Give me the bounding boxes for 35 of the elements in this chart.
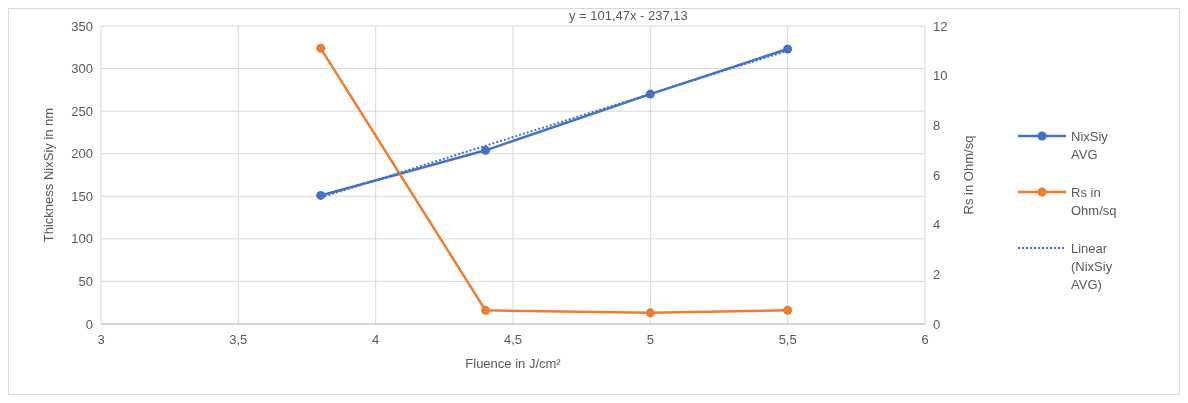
x-tick-label: 5,5 — [778, 332, 797, 347]
y-tick-label: 100 — [71, 231, 93, 247]
y-tick-label: 50 — [78, 273, 93, 289]
y2-tick-label: 4 — [933, 217, 941, 233]
legend-label: Linear (NixSiy AVG) — [1071, 240, 1113, 292]
point — [481, 145, 491, 155]
y-tick-label: 200 — [71, 146, 93, 162]
x-tick-label: 4,5 — [503, 332, 523, 347]
y2-tick-label: 0 — [933, 316, 941, 332]
point — [316, 43, 326, 53]
x-tick-label: 5 — [646, 332, 654, 347]
x-tick-label: 6 — [921, 332, 929, 347]
legend-label: NixSiy AVG — [1071, 128, 1109, 162]
y-tick-label: 0 — [85, 316, 93, 332]
legend-label: Rs in Ohm/sq — [1071, 184, 1117, 218]
y-tick-label: 150 — [71, 188, 93, 204]
x-tick-label: 3 — [97, 332, 105, 347]
point — [783, 305, 793, 315]
y2-tick-label: 10 — [933, 68, 948, 84]
y2-tick-label: 2 — [933, 266, 941, 282]
y-axis-title: Thickness NixSiy in nm — [41, 107, 56, 243]
text: y = 101,47x - 237,13 — [568, 8, 688, 23]
y2-tick-label: 8 — [933, 117, 941, 133]
y-tick-label: 250 — [71, 103, 93, 119]
x-tick-label: 4 — [372, 332, 380, 347]
x-tick-label: 3,5 — [229, 332, 248, 347]
point — [645, 308, 655, 318]
y2-tick-label: 6 — [933, 167, 941, 183]
x-axis-title: Fluence in J/cm² — [465, 356, 562, 371]
y-tick-label: 350 — [71, 18, 93, 34]
point — [481, 305, 491, 315]
y-tick-label: 300 — [71, 61, 93, 77]
y2-axis-title: Rs in Ohm/sq — [961, 135, 976, 215]
point — [316, 190, 326, 200]
y2-tick-label: 12 — [933, 18, 948, 34]
